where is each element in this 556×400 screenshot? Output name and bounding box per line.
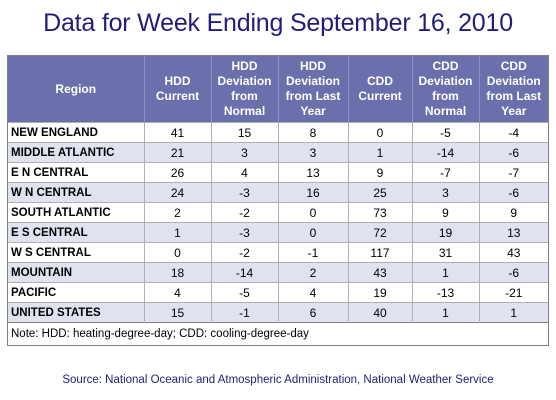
table-row: SOUTH ATLANTIC 2 -2 0 73 9 9	[8, 202, 548, 223]
weather-data-table: Region HDD Current HDD Deviation from No…	[8, 56, 548, 345]
hdd-dev-normal-cell: 3	[211, 142, 279, 163]
cdd-dev-last-year-cell: -6	[479, 262, 548, 283]
table-row: E S CENTRAL 1 -3 0 72 19 13	[8, 222, 548, 243]
cdd-dev-normal-cell: -14	[412, 142, 480, 163]
hdd-current-cell: 21	[144, 142, 212, 163]
region-cell: MOUNTAIN	[8, 262, 145, 283]
hdd-current-cell: 26	[144, 162, 212, 183]
header-cdd-current: CDD Current	[348, 56, 413, 123]
hdd-dev-last-year-cell: -1	[278, 242, 349, 263]
region-cell: E N CENTRAL	[8, 162, 145, 183]
header-hdd-deviation-last-year: HDD Deviation from Last Year	[278, 56, 349, 123]
hdd-dev-last-year-cell: 2	[278, 262, 349, 283]
cdd-dev-last-year-cell: 1	[479, 302, 548, 323]
hdd-dev-last-year-cell: 8	[278, 122, 349, 143]
cdd-dev-last-year-cell: 9	[479, 202, 548, 223]
hdd-current-cell: 15	[144, 302, 212, 323]
cdd-dev-normal-cell: -13	[412, 282, 480, 303]
region-cell: E S CENTRAL	[8, 222, 145, 243]
hdd-dev-last-year-cell: 13	[278, 162, 349, 183]
header-row: Region HDD Current HDD Deviation from No…	[8, 56, 548, 123]
hdd-dev-normal-cell: 4	[211, 162, 279, 183]
cdd-dev-last-year-cell: -6	[479, 142, 548, 163]
cdd-dev-last-year-cell: -21	[479, 282, 548, 303]
region-cell: W S CENTRAL	[8, 242, 145, 263]
hdd-current-cell: 41	[144, 122, 212, 143]
cdd-current-cell: 117	[348, 242, 413, 263]
header-cdd-deviation-normal: CDD Deviation from Normal	[412, 56, 480, 123]
cdd-dev-normal-cell: 9	[412, 202, 480, 223]
data-table-container: Region HDD Current HDD Deviation from No…	[7, 55, 549, 346]
cdd-dev-last-year-cell: 43	[479, 242, 548, 263]
region-cell: PACIFIC	[8, 282, 145, 303]
cdd-current-cell: 19	[348, 282, 413, 303]
cdd-dev-normal-cell: 1	[412, 302, 480, 323]
table-row: E N CENTRAL 26 4 13 9 -7 -7	[8, 162, 548, 183]
header-cdd-deviation-last-year: CDD Deviation from Last Year	[479, 56, 548, 123]
cdd-dev-last-year-cell: -6	[479, 182, 548, 203]
cdd-current-cell: 43	[348, 262, 413, 283]
cdd-dev-last-year-cell: 13	[479, 222, 548, 243]
table-note: Note: HDD: heating-degree-day; CDD: cool…	[8, 322, 548, 345]
hdd-current-cell: 24	[144, 182, 212, 203]
hdd-dev-normal-cell: -3	[211, 182, 279, 203]
hdd-dev-last-year-cell: 0	[278, 222, 349, 243]
hdd-current-cell: 0	[144, 242, 212, 263]
table-row: NEW ENGLAND 41 15 8 0 -5 -4	[8, 122, 548, 143]
cdd-current-cell: 40	[348, 302, 413, 323]
cdd-dev-normal-cell: 31	[412, 242, 480, 263]
table-row: W N CENTRAL 24 -3 16 25 3 -6	[8, 182, 548, 203]
hdd-current-cell: 2	[144, 202, 212, 223]
hdd-dev-normal-cell: -2	[211, 242, 279, 263]
hdd-dev-normal-cell: 15	[211, 122, 279, 143]
hdd-dev-last-year-cell: 0	[278, 202, 349, 223]
hdd-dev-normal-cell: -1	[211, 302, 279, 323]
region-cell: NEW ENGLAND	[8, 122, 145, 143]
page-title: Data for Week Ending September 16, 2010	[43, 9, 513, 37]
cdd-current-cell: 73	[348, 202, 413, 223]
table-row: MIDDLE ATLANTIC 21 3 3 1 -14 -6	[8, 142, 548, 163]
hdd-current-cell: 18	[144, 262, 212, 283]
table-row: UNITED STATES 15 -1 6 40 1 1	[8, 302, 548, 323]
source-credit: Source: National Oceanic and Atmospheric…	[62, 374, 494, 386]
cdd-current-cell: 0	[348, 122, 413, 143]
cdd-dev-normal-cell: 19	[412, 222, 480, 243]
cdd-current-cell: 9	[348, 162, 413, 183]
header-hdd-deviation-normal: HDD Deviation from Normal	[211, 56, 279, 123]
region-cell: SOUTH ATLANTIC	[8, 202, 145, 223]
hdd-current-cell: 1	[144, 222, 212, 243]
hdd-dev-last-year-cell: 3	[278, 142, 349, 163]
hdd-dev-normal-cell: -5	[211, 282, 279, 303]
table-body: NEW ENGLAND 41 15 8 0 -5 -4 MIDDLE ATLAN…	[8, 122, 548, 323]
hdd-dev-last-year-cell: 4	[278, 282, 349, 303]
region-cell: W N CENTRAL	[8, 182, 145, 203]
region-cell: UNITED STATES	[8, 302, 145, 323]
table-row: W S CENTRAL 0 -2 -1 117 31 43	[8, 242, 548, 263]
cdd-current-cell: 25	[348, 182, 413, 203]
hdd-dev-normal-cell: -14	[211, 262, 279, 283]
table-row: PACIFIC 4 -5 4 19 -13 -21	[8, 282, 548, 303]
cdd-dev-last-year-cell: -4	[479, 122, 548, 143]
table-row: MOUNTAIN 18 -14 2 43 1 -6	[8, 262, 548, 283]
cdd-dev-normal-cell: -7	[412, 162, 480, 183]
header-region: Region	[8, 56, 145, 123]
cdd-current-cell: 72	[348, 222, 413, 243]
cdd-dev-normal-cell: 1	[412, 262, 480, 283]
hdd-dev-last-year-cell: 6	[278, 302, 349, 323]
region-cell: MIDDLE ATLANTIC	[8, 142, 145, 163]
cdd-dev-last-year-cell: -7	[479, 162, 548, 183]
hdd-dev-last-year-cell: 16	[278, 182, 349, 203]
note-row: Note: HDD: heating-degree-day; CDD: cool…	[8, 322, 548, 345]
hdd-dev-normal-cell: -2	[211, 202, 279, 223]
cdd-dev-normal-cell: -5	[412, 122, 480, 143]
hdd-current-cell: 4	[144, 282, 212, 303]
cdd-current-cell: 1	[348, 142, 413, 163]
hdd-dev-normal-cell: -3	[211, 222, 279, 243]
header-hdd-current: HDD Current	[144, 56, 212, 123]
cdd-dev-normal-cell: 3	[412, 182, 480, 203]
